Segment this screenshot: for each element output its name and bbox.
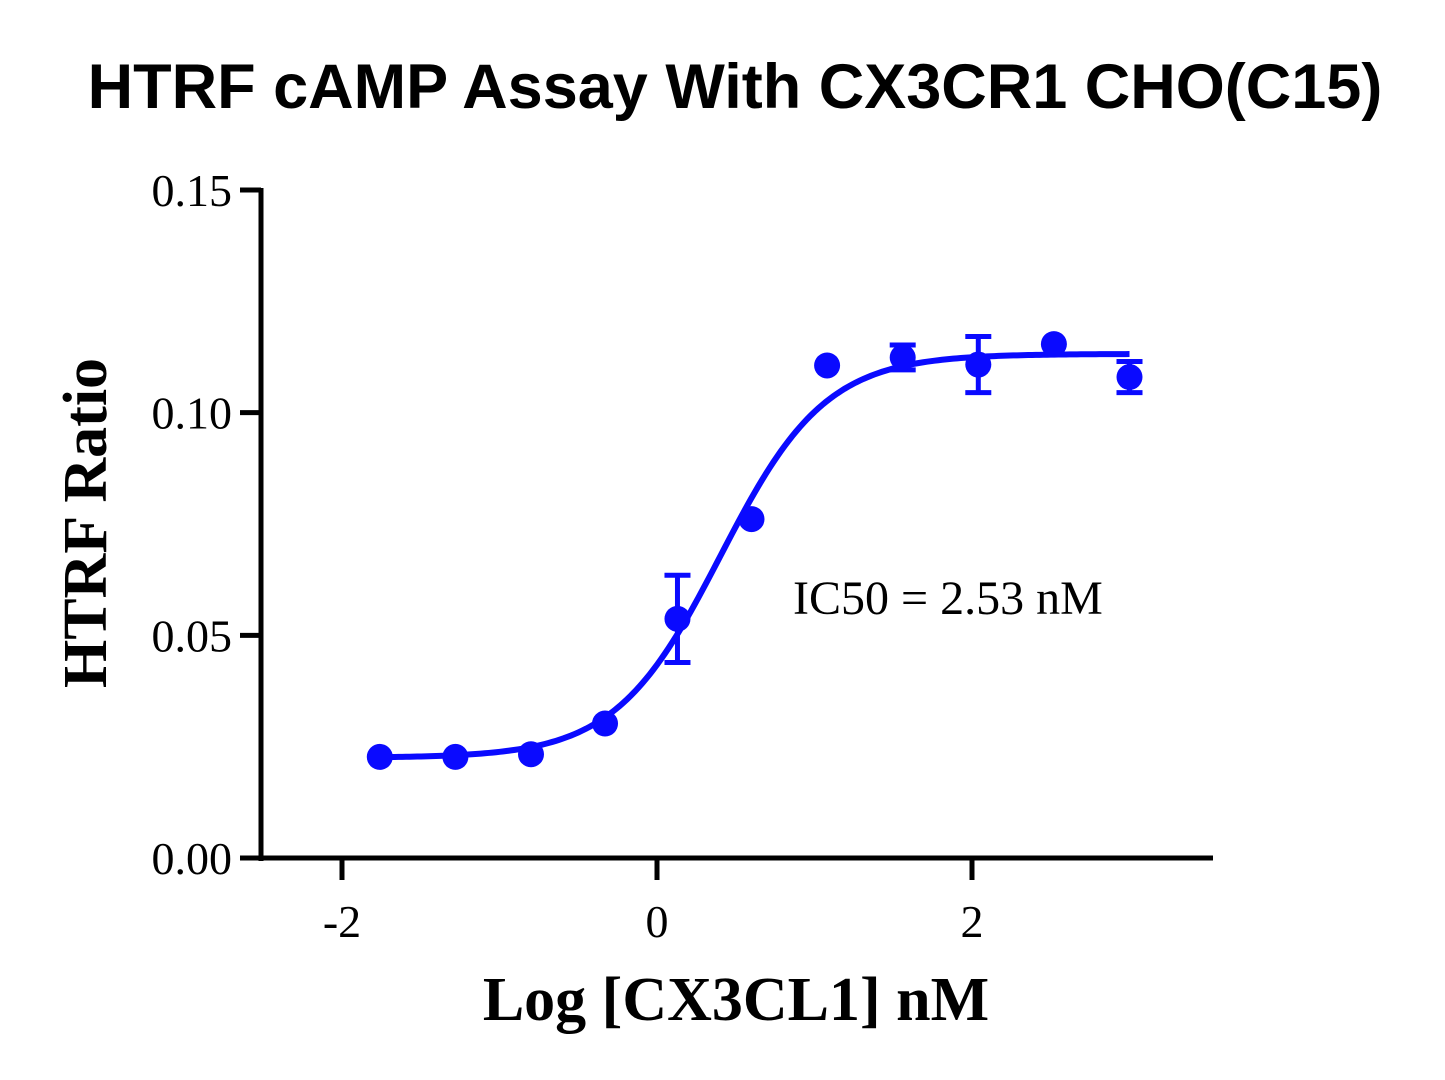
ic50-annotation: IC50 = 2.53 nM <box>793 572 1103 625</box>
y-tick-label: 0.15 <box>152 165 233 216</box>
data-point <box>814 352 841 379</box>
fit-curve <box>379 351 1130 761</box>
data-point <box>518 741 544 768</box>
data-point <box>366 743 393 770</box>
data-point <box>965 351 992 378</box>
y-tick-label: 0.00 <box>152 833 233 884</box>
data-point <box>1116 364 1143 391</box>
data-point <box>738 506 765 533</box>
data-point <box>889 344 916 371</box>
fit-curve-layer <box>379 351 1130 761</box>
x-tick-label: 0 <box>646 896 669 947</box>
y-tick-label: 0.10 <box>152 388 233 439</box>
chart-axes: 0.00 0.05 0.10 0.15 -2 0 2 <box>152 165 1213 947</box>
x-axis-title: Log [CX3CL1] nM <box>483 966 989 1034</box>
x-tick-label: 2 <box>961 896 984 947</box>
chart-title: HTRF cAMP Assay With CX3CR1 CHO(C15) <box>87 52 1383 122</box>
data-point <box>592 710 619 737</box>
data-point <box>442 743 469 770</box>
data-point <box>1040 331 1067 358</box>
data-point-layer <box>366 331 1143 770</box>
x-tick-label: -2 <box>323 896 361 947</box>
data-point <box>664 605 691 632</box>
y-tick-label: 0.05 <box>152 610 233 661</box>
y-axis-title: HTRF Ratio <box>52 358 120 688</box>
